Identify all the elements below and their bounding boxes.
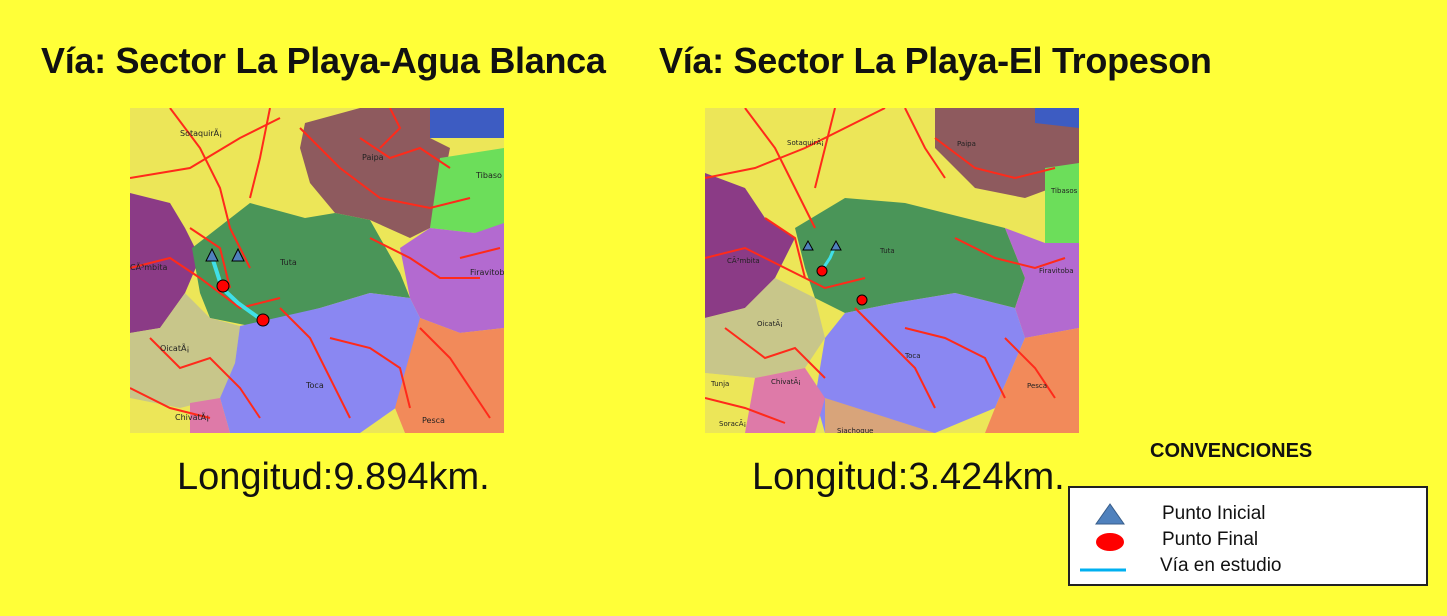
legend-title: CONVENCIONES (1150, 440, 1313, 462)
start-point-marker-2 (830, 239, 842, 251)
legend-label-start: Punto Inicial (1162, 503, 1266, 524)
region-firavitoba (1005, 228, 1079, 338)
region-siachoque (825, 398, 935, 433)
map-right-svg: SotaquirÃ¡ Paipa Tibasos Tuta CÃ³mbita F… (705, 108, 1079, 433)
circle-icon (1096, 533, 1124, 551)
start-point-marker (205, 247, 219, 262)
label-toca: Toca (305, 381, 324, 390)
label-paipa: Paipa (362, 153, 384, 162)
end-point-marker-2 (256, 313, 270, 327)
map-title-left: Vía: Sector La Playa-Agua Blanca (41, 40, 606, 81)
region-paipa (935, 108, 1079, 198)
label-combita: CÃ³mbita (130, 262, 167, 272)
region-tibasosa (430, 148, 504, 233)
region-pesca (395, 318, 504, 433)
label-firavitoba: Firavitob (470, 268, 504, 277)
label-paipa: Paipa (957, 140, 976, 148)
label-pesca: Pesca (422, 416, 445, 425)
label-soraca: SoracÃ¡ (719, 419, 746, 428)
route-path (210, 256, 264, 322)
label-pesca: Pesca (1027, 382, 1047, 390)
label-oicata: OicatÃ¡ (757, 319, 783, 328)
label-chivata: ChivatÃ¡ (771, 377, 801, 386)
region-chivata (745, 368, 825, 433)
region-tuta (795, 198, 1025, 313)
region-tunja (705, 373, 755, 433)
map-right: SotaquirÃ¡ Paipa Tibasos Tuta CÃ³mbita F… (705, 108, 1079, 433)
label-toca: Toca (904, 352, 921, 360)
legend-box: Punto Inicial Punto Final Vía en estudio (1068, 486, 1428, 586)
legend-label-end: Punto Final (1162, 529, 1259, 550)
label-tuta: Tuta (879, 247, 895, 255)
label-chivata: ChivatÃ¡ (175, 412, 209, 422)
label-combita: CÃ³mbita (727, 256, 760, 265)
legend-item-start: Punto Inicial (1070, 502, 1426, 526)
label-tuta: Tuta (279, 258, 297, 267)
road-network (705, 108, 1066, 424)
region-pesca (985, 328, 1079, 433)
label-tibasosa: Tibasos (1050, 187, 1078, 195)
map-title-right: Vía: Sector La Playa-El Tropeson (659, 40, 1212, 81)
region-chivata (190, 398, 230, 433)
label-siachoque: Siachoque (837, 427, 873, 433)
road-network (130, 108, 501, 419)
start-point-marker (802, 239, 814, 251)
region-toca (220, 293, 430, 433)
legend-item-route: Vía en estudio (1070, 554, 1426, 578)
region-tibasosa (1045, 163, 1079, 248)
map-left: SotaquirÃ¡ Paipa Tibaso Tuta CÃ³mbita Fi… (130, 108, 504, 433)
region-combita (705, 173, 795, 318)
region-oicata (705, 278, 825, 378)
triangle-icon (1095, 503, 1125, 525)
label-oicata: OicatÃ¡ (160, 343, 190, 353)
label-sotaquira: SotaquirÃ¡ (787, 138, 824, 147)
length-left: Longitud:9.894km. (177, 456, 490, 498)
region-oicata (130, 293, 240, 408)
label-tibasosa: Tibaso (475, 171, 502, 180)
region-blue (420, 108, 504, 138)
region-blue (1035, 108, 1079, 128)
legend-item-end: Punto Final (1070, 528, 1426, 552)
map-left-svg: SotaquirÃ¡ Paipa Tibaso Tuta CÃ³mbita Fi… (130, 108, 504, 433)
region-combita (130, 193, 200, 333)
start-point-marker-2 (231, 247, 245, 262)
label-tunja: Tunja (710, 380, 729, 388)
end-point-marker-2 (856, 294, 868, 306)
end-point-marker (216, 279, 230, 293)
line-icon (1080, 568, 1126, 572)
length-right: Longitud:3.424km. (752, 456, 1065, 498)
end-point-marker (816, 265, 828, 277)
region-toca (815, 293, 1025, 433)
label-firavitoba: Firavitoba (1039, 267, 1073, 275)
legend-label-route: Vía en estudio (1160, 555, 1282, 576)
region-tuta (192, 203, 410, 326)
label-sotaquira: SotaquirÃ¡ (180, 128, 222, 138)
